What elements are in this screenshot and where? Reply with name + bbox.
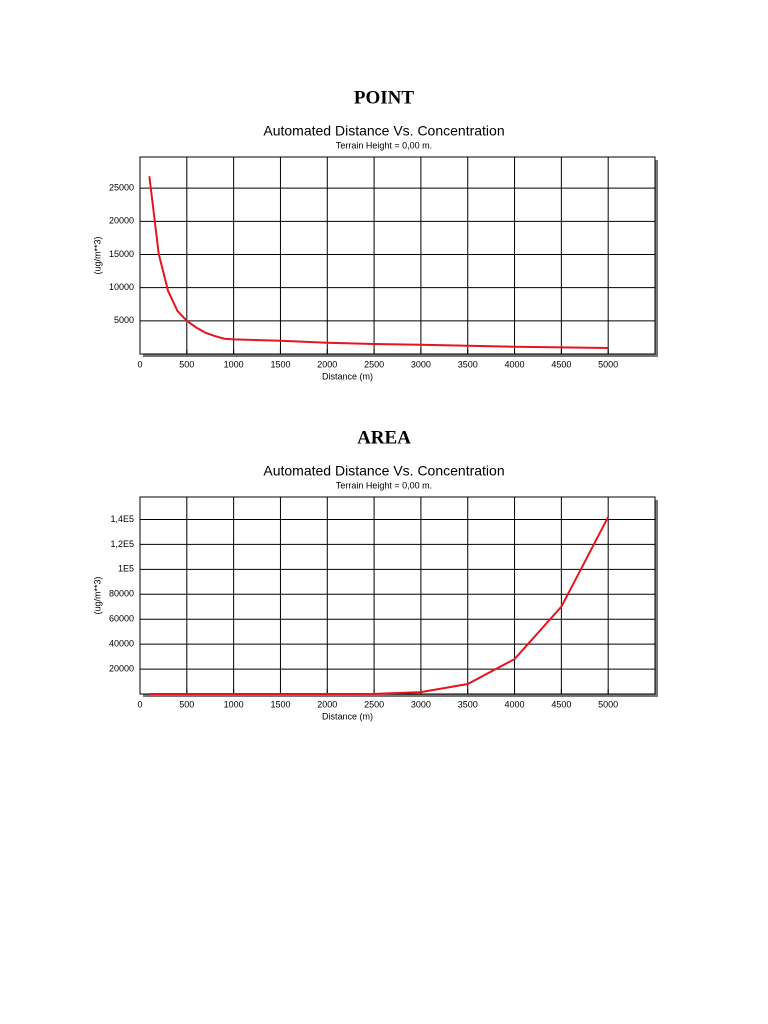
chart-subtitle: Terrain Height = 0,00 m. <box>336 140 432 150</box>
section-heading: AREA <box>357 427 411 448</box>
x-axis-label: Distance (m) <box>322 371 373 381</box>
x-axis-label: Distance (m) <box>322 711 373 721</box>
y-tick-label: 1,2E5 <box>110 539 134 549</box>
x-tick-label: 500 <box>179 699 194 709</box>
x-tick-label: 2000 <box>317 699 337 709</box>
y-tick-label: 60000 <box>109 614 134 624</box>
section-heading: POINT <box>354 87 415 108</box>
x-tick-label: 5000 <box>598 699 618 709</box>
chart-title: Automated Distance Vs. Concentration <box>263 463 504 479</box>
plot-area <box>139 156 656 355</box>
y-tick-label: 40000 <box>109 639 134 649</box>
data-line <box>148 176 609 350</box>
x-tick-label: 5000 <box>598 359 618 369</box>
x-tick-label: 4500 <box>551 359 571 369</box>
x-tick-label: 2500 <box>364 359 384 369</box>
x-tick-label: 1000 <box>224 359 244 369</box>
chart-title: Automated Distance Vs. Concentration <box>263 123 504 139</box>
y-tick-label: 1E5 <box>118 564 134 574</box>
y-tick-label: 20000 <box>109 663 134 673</box>
x-tick-label: 1000 <box>224 699 244 709</box>
y-tick-label: 10000 <box>109 282 134 292</box>
x-tick-label: 3000 <box>411 699 431 709</box>
chart-subtitle: Terrain Height = 0,00 m. <box>336 480 432 490</box>
x-tick-label: 1500 <box>270 699 290 709</box>
y-tick-label: 25000 <box>109 183 134 193</box>
y-tick-label: 5000 <box>114 315 134 325</box>
x-tick-label: 4000 <box>505 359 525 369</box>
y-tick-label: 80000 <box>109 589 134 599</box>
x-tick-label: 3500 <box>458 359 478 369</box>
x-tick-label: 0 <box>137 359 142 369</box>
y-axis-label: (ug/m**3) <box>92 236 102 274</box>
y-tick-label: 20000 <box>109 216 134 226</box>
data-line <box>149 516 610 695</box>
y-tick-label: 15000 <box>109 249 134 259</box>
x-tick-label: 3000 <box>411 359 431 369</box>
x-tick-label: 4000 <box>505 699 525 709</box>
x-tick-label: 1500 <box>270 359 290 369</box>
x-tick-label: 4500 <box>551 699 571 709</box>
x-tick-label: 2500 <box>364 699 384 709</box>
x-tick-label: 500 <box>179 359 194 369</box>
y-axis-label: (ug/m**3) <box>92 576 102 614</box>
x-tick-label: 0 <box>137 699 142 709</box>
x-tick-label: 3500 <box>458 699 478 709</box>
plot-area <box>139 496 656 695</box>
x-tick-label: 2000 <box>317 359 337 369</box>
y-tick-label: 1,4E5 <box>110 514 134 524</box>
